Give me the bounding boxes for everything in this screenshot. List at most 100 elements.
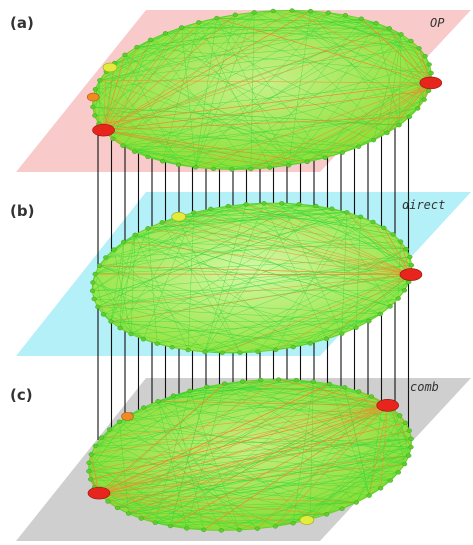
layer-name-direct: direct bbox=[402, 198, 445, 212]
network-node bbox=[258, 378, 263, 382]
network-node bbox=[381, 226, 386, 230]
network-node bbox=[407, 255, 412, 259]
network-node bbox=[273, 524, 278, 528]
network-hub-node bbox=[88, 487, 110, 499]
network-layers bbox=[81, 0, 441, 541]
network-node bbox=[403, 421, 408, 425]
network-node bbox=[398, 240, 403, 244]
network-node bbox=[155, 342, 160, 346]
network-node bbox=[276, 378, 281, 382]
network-node-orange bbox=[121, 412, 133, 420]
network-node bbox=[244, 202, 249, 206]
network-node bbox=[171, 394, 176, 398]
network-node bbox=[344, 210, 349, 214]
network-node bbox=[313, 204, 318, 208]
network-node bbox=[240, 379, 245, 383]
network-node bbox=[358, 215, 363, 219]
network-node bbox=[402, 288, 407, 292]
network-node bbox=[111, 137, 116, 141]
network-node bbox=[255, 527, 260, 531]
network-node bbox=[404, 247, 409, 251]
network-node bbox=[93, 87, 98, 91]
network-node bbox=[111, 248, 116, 252]
network-hub-node bbox=[400, 269, 422, 281]
network-node bbox=[369, 394, 374, 398]
network-node bbox=[396, 296, 401, 300]
network-node bbox=[191, 211, 196, 215]
network-node bbox=[397, 123, 402, 127]
network-node bbox=[326, 11, 331, 15]
network-node bbox=[406, 454, 411, 458]
network-node bbox=[387, 26, 392, 30]
network-node bbox=[101, 312, 106, 316]
network-node bbox=[385, 131, 390, 135]
network-node bbox=[97, 78, 102, 82]
network-hub-node bbox=[420, 77, 442, 89]
network-node bbox=[203, 350, 208, 354]
network-node-orange bbox=[87, 93, 99, 101]
network-node bbox=[97, 264, 102, 268]
network-node-yellow bbox=[103, 63, 117, 72]
network-node bbox=[117, 420, 122, 424]
network-node bbox=[311, 380, 316, 384]
network-node bbox=[93, 444, 98, 448]
network-node bbox=[342, 385, 347, 389]
network-node bbox=[141, 337, 146, 341]
network-node bbox=[256, 350, 261, 354]
network-node bbox=[168, 524, 173, 528]
network-node bbox=[371, 220, 376, 224]
network-node bbox=[273, 348, 278, 352]
network-node bbox=[409, 263, 414, 267]
network-node bbox=[107, 428, 112, 432]
network-node bbox=[409, 437, 414, 441]
network-node bbox=[106, 500, 111, 504]
network-node bbox=[248, 167, 253, 171]
network-node bbox=[294, 378, 299, 382]
network-node bbox=[95, 305, 100, 309]
network-node bbox=[122, 53, 127, 57]
network-node bbox=[340, 151, 345, 155]
network-node bbox=[186, 348, 191, 352]
layer-name-op: OP bbox=[430, 16, 444, 30]
network-node bbox=[193, 165, 198, 169]
network-node bbox=[87, 461, 92, 465]
network-node bbox=[415, 106, 420, 110]
network-node bbox=[88, 477, 93, 481]
network-node bbox=[133, 233, 138, 237]
layer-name-comb: comb bbox=[410, 380, 439, 394]
network-node bbox=[422, 98, 427, 102]
network-node bbox=[354, 326, 359, 330]
network-node bbox=[339, 332, 344, 336]
network-node bbox=[196, 20, 201, 24]
network-node bbox=[267, 166, 272, 170]
network-node bbox=[121, 144, 126, 148]
network-node bbox=[146, 226, 151, 230]
network-node bbox=[305, 160, 310, 164]
network-node bbox=[388, 478, 393, 482]
network-node bbox=[233, 13, 238, 17]
network-node bbox=[407, 429, 412, 433]
network-node bbox=[378, 312, 383, 316]
network-node bbox=[170, 345, 175, 349]
network-node bbox=[297, 202, 302, 206]
network-node bbox=[126, 512, 131, 516]
network-node bbox=[93, 272, 98, 276]
network-node bbox=[86, 469, 91, 473]
network-node bbox=[208, 207, 213, 211]
network-node bbox=[108, 320, 113, 324]
network-node bbox=[308, 341, 313, 345]
network-node bbox=[367, 319, 372, 323]
network-node bbox=[327, 382, 332, 386]
network-node bbox=[121, 240, 126, 244]
network-node bbox=[409, 445, 414, 449]
network-node bbox=[90, 105, 95, 109]
network-node bbox=[179, 25, 184, 29]
network-node bbox=[141, 406, 146, 410]
panel-label-b: (b) bbox=[10, 202, 34, 220]
network-node bbox=[359, 17, 364, 21]
network-node bbox=[356, 389, 361, 393]
panel-label-c: (c) bbox=[10, 386, 33, 404]
network-node bbox=[226, 204, 231, 208]
network-node bbox=[423, 54, 428, 58]
